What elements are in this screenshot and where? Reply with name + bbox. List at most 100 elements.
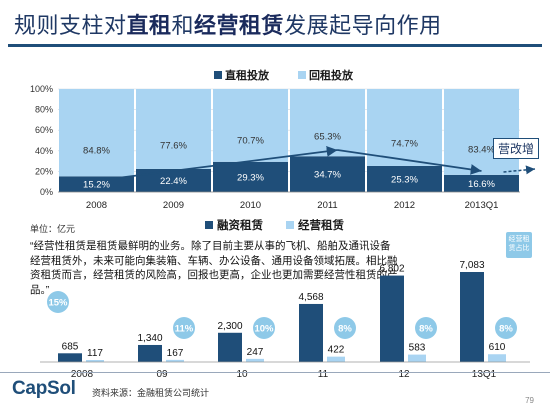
direct-lease-value-label: 34.7%: [314, 170, 341, 181]
bottom-legend-label: 经营租赁: [298, 218, 344, 232]
share-bubble: [415, 317, 437, 339]
bottom-chart-axis: 2008 09 10 11 12 13Q1: [40, 361, 530, 380]
top-x-tick-label: 2012: [394, 200, 415, 211]
top-x-tick-label: 2008: [86, 200, 107, 211]
trend-arrows: [101, 146, 536, 181]
top-y-tick-label: 100%: [30, 84, 53, 94]
operating-lease-value-label: 610: [489, 342, 506, 353]
bar-finance-lease: [218, 332, 242, 362]
bottom-x-tick-label: 11: [318, 369, 329, 380]
top-legend-swatch: [298, 71, 306, 79]
share-bubble-label: 8%: [338, 324, 352, 335]
bar-leaseback: [444, 89, 519, 175]
share-bubble: [253, 317, 275, 339]
bar-operating-lease: [166, 359, 184, 362]
footer-rule: [0, 372, 550, 373]
top-y-tick-label: 80%: [35, 105, 53, 115]
leaseback-value-label: 74.7%: [391, 138, 418, 149]
share-bubbles: 15% 11% 10% 8% 8% 8%: [47, 291, 517, 339]
bar-direct-lease: [367, 165, 442, 192]
share-bubble-label: 8%: [499, 324, 513, 335]
top-y-tick-label: 60%: [35, 125, 53, 135]
bar-leaseback: [367, 89, 442, 166]
leaseback-value-label: 70.7%: [237, 135, 264, 146]
direct-lease-value-label: 22.4%: [160, 176, 187, 187]
bar-finance-lease: [299, 303, 323, 362]
finance-lease-value-label: 7,083: [459, 260, 484, 271]
finance-lease-value-label: 685: [62, 341, 79, 352]
share-bubble: [334, 317, 356, 339]
page-title: 规则支柱对直租和经营租赁发展起导向作用: [14, 8, 442, 40]
top-chart-axis: 2008 2009 2010 2011 2012 2013Q1: [58, 191, 520, 211]
share-bubble-label: 15%: [48, 298, 68, 309]
top-chart-bars: [59, 89, 519, 192]
bar-operating-lease: [408, 354, 426, 362]
bottom-legend-swatch: [205, 221, 213, 229]
bottom-x-tick-label: 13Q1: [472, 369, 497, 380]
operating-lease-value-label: 422: [328, 345, 345, 356]
bar-finance-lease: [58, 353, 82, 362]
bottom-chart-labels: 685 117 1,340 167 2,300 247 4,568 422 6,802 583 7,…: [62, 260, 506, 359]
operating-lease-value-label: 167: [167, 348, 184, 359]
bar-direct-lease: [136, 168, 211, 192]
top-legend-swatch: [214, 71, 222, 79]
source-note: 资料来源：金融租赁公司统计: [92, 388, 210, 398]
bar-finance-lease: [460, 272, 484, 362]
finance-lease-value-label: 6,802: [379, 264, 404, 275]
top-chart-labels: 15.2% 84.8% 22.4% 77.6% 29.3% 70.7% 34.7% 65.3%…: [83, 132, 495, 191]
leaseback-value-label: 83.4%: [468, 145, 495, 156]
stacked-percent-chart: 0% 20% 40% 60% 80% 100% 15.2% 84.8% 22.4% 77.6% 2…: [30, 68, 536, 211]
bar-operating-lease: [488, 354, 506, 362]
top-legend-label: 直租投放: [225, 68, 270, 82]
finance-lease-value-label: 1,340: [137, 333, 162, 344]
bar-finance-lease: [380, 275, 404, 362]
bar-direct-lease: [290, 156, 365, 192]
bottom-legend-swatch: [286, 221, 294, 229]
bar-operating-lease: [246, 358, 264, 362]
operating-lease-value-label: 583: [409, 343, 426, 354]
leaseback-value-label: 77.6%: [160, 140, 187, 151]
side-note-badge: 经营租赁占比: [506, 232, 532, 258]
direct-lease-value-label: 16.6%: [468, 179, 495, 190]
bottom-x-tick-label: 10: [236, 369, 248, 380]
bottom-x-tick-label: 09: [156, 369, 168, 380]
top-x-tick-label: 2009: [163, 200, 184, 211]
bar-finance-lease: [138, 344, 162, 362]
share-bubble-label: 10%: [254, 324, 274, 335]
bar-leaseback: [59, 89, 134, 177]
callout-label: 营改增: [493, 138, 540, 159]
quote-text: “经营性租赁是租赁最鲜明的业务。除了目前主要从事的飞机、船舶及通讯设备经营租赁外…: [30, 240, 398, 296]
bottom-legend-label: 融资租赁: [217, 218, 263, 232]
top-x-tick-label: 2010: [240, 200, 261, 211]
bar-operating-lease: [327, 356, 345, 362]
bar-direct-lease: [213, 161, 288, 192]
rising-trend-arrow: [101, 146, 338, 181]
bar-leaseback: [290, 89, 365, 157]
title-rule: [8, 44, 542, 47]
leaseback-value-label: 65.3%: [314, 132, 341, 143]
bar-operating-lease: [86, 360, 104, 362]
top-y-tick-label: 0%: [40, 187, 53, 197]
share-bubble: [495, 317, 517, 339]
bar-leaseback: [136, 89, 211, 169]
bottom-x-tick-label: 12: [398, 369, 410, 380]
title-part-5: 发展起导向作用: [284, 13, 442, 38]
share-bubble: [173, 317, 195, 339]
operating-lease-value-label: 117: [87, 348, 103, 359]
operating-lease-value-label: 247: [247, 347, 264, 358]
title-part-2: 直租: [126, 13, 172, 38]
top-y-tick-label: 20%: [35, 166, 53, 176]
top-y-tick-label: 40%: [35, 146, 53, 156]
finance-lease-value-label: 4,568: [298, 292, 323, 303]
capsol-logo: CapSol: [12, 378, 76, 399]
title-part-4: 经营租赁: [194, 13, 285, 38]
bar-direct-lease: [59, 176, 134, 192]
share-bubble: [47, 291, 69, 313]
bottom-chart-bars: [58, 272, 506, 362]
falling-trend-arrow: [337, 149, 482, 175]
bar-leaseback: [213, 89, 288, 162]
top-legend-label: 回租投放: [309, 68, 354, 82]
bottom-x-tick-label: 2008: [71, 369, 94, 380]
finance-lease-value-label: 2,300: [217, 321, 242, 332]
